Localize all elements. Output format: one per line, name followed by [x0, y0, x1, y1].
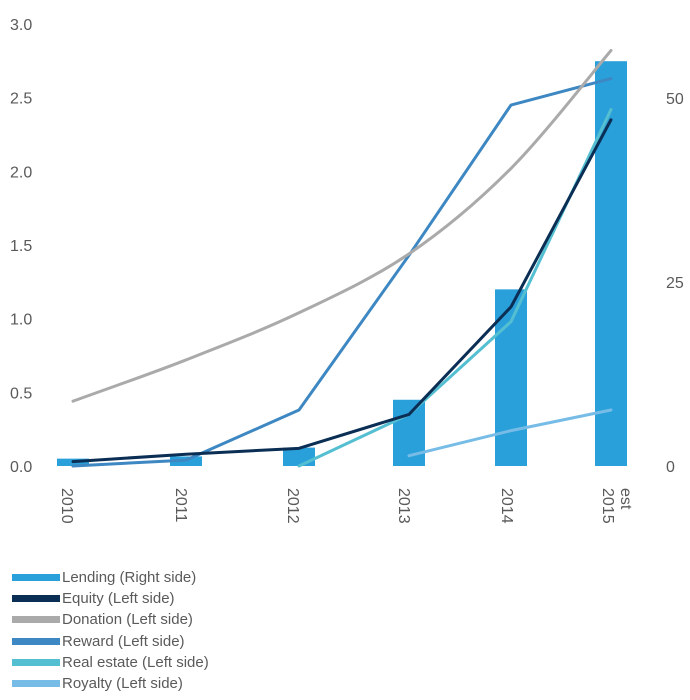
left-y-tick-label: 0.5	[10, 385, 32, 402]
left-y-axis: 3.0 2.5 2.0 1.5 1.0 0.5 0.0	[10, 17, 32, 476]
royalty-line	[407, 408, 613, 458]
legend-label: Equity (Left side)	[62, 590, 175, 608]
lending-bar	[495, 289, 527, 466]
left-y-tick-label: 2.0	[10, 164, 32, 181]
x-tick-label: 2012	[284, 488, 301, 524]
legend-item: Real estate (Left side)	[12, 652, 209, 673]
donation-line	[71, 49, 613, 403]
legend-item: Reward (Left side)	[12, 631, 209, 652]
legend-item: Donation (Left side)	[12, 609, 209, 630]
legend-label: Reward (Left side)	[62, 632, 185, 650]
legend-item: Royalty (Left side)	[12, 673, 209, 694]
x-tick-label: 2013	[395, 488, 412, 524]
x-tick-label: 2014	[498, 488, 515, 524]
legend-label: Real estate (Left side)	[62, 653, 209, 671]
right-y-tick-label: 25	[666, 275, 684, 292]
left-y-tick-label: 1.0	[10, 312, 32, 329]
legend-swatch	[12, 680, 60, 688]
x-tick-label: 2011	[172, 488, 189, 523]
legend-swatch	[12, 658, 60, 666]
right-y-tick-label: 0	[666, 459, 675, 476]
legend-swatch	[12, 574, 60, 582]
left-y-tick-label: 2.5	[10, 91, 32, 108]
real-estate-line	[297, 107, 613, 468]
legend-item: Lending (Right side)	[12, 567, 209, 588]
left-y-tick-label: 1.5	[10, 238, 32, 255]
reward-line	[71, 77, 613, 468]
right-y-axis: 50 25 0	[666, 91, 684, 476]
left-y-tick-label: 3.0	[10, 17, 32, 34]
legend-label: Donation (Left side)	[62, 611, 193, 629]
x-tick-label: 2015	[599, 488, 616, 524]
x-axis: 2010 2011 2012 2013 2014 2015 est	[58, 488, 634, 524]
x-tick-label: 2010	[58, 488, 75, 524]
legend-swatch	[12, 616, 60, 624]
chart: 3.0 2.5 2.0 1.5 1.0 0.5 0.0 50 25 0 2010 2011 2012…	[10, 17, 684, 524]
legend-item: Equity (Left side)	[12, 588, 209, 609]
equity-line	[71, 118, 613, 464]
legend-swatch	[12, 637, 60, 645]
legend-swatch	[12, 595, 60, 603]
legend-label: Royalty (Left side)	[62, 675, 183, 693]
right-y-tick-label: 50	[666, 91, 684, 108]
lending-bars	[57, 61, 627, 466]
line-series	[71, 49, 613, 468]
legend: Lending (Right side) Equity (Left side) Do…	[12, 567, 209, 694]
legend-label: Lending (Right side)	[62, 569, 197, 587]
left-y-tick-label: 0.0	[10, 459, 32, 476]
x-tick-label: est	[617, 488, 634, 510]
